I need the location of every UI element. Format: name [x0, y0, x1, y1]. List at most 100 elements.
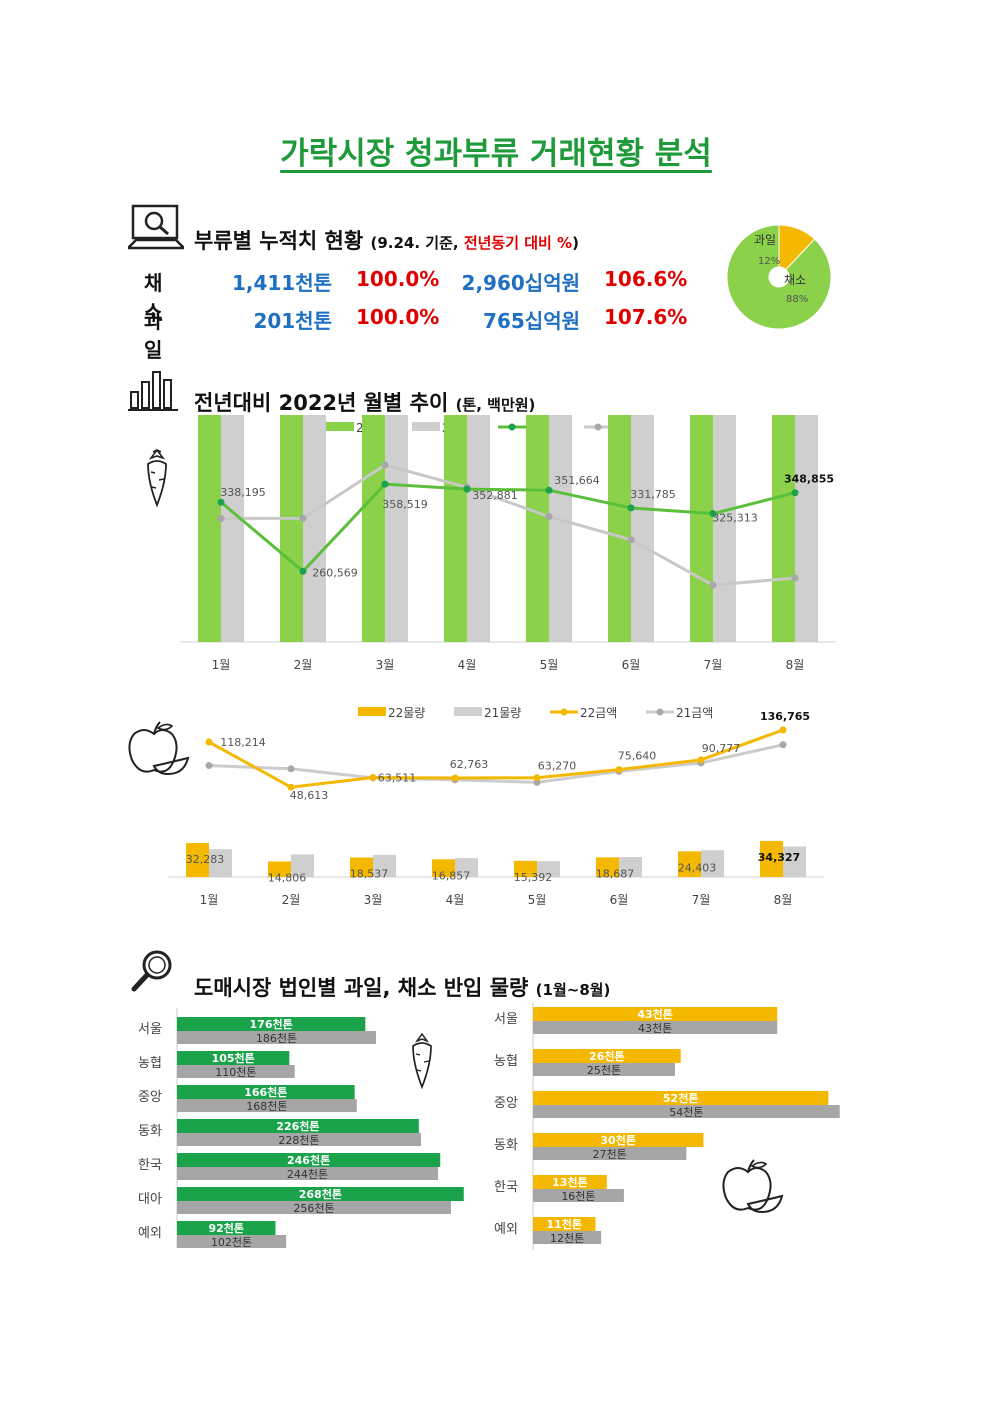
apple-icon — [722, 1159, 784, 1214]
line-value-label: 75,640 — [618, 750, 657, 763]
bar-2022 — [177, 1153, 441, 1167]
bar-value-label: 18,687 — [596, 867, 635, 880]
magnifier-icon — [131, 950, 172, 992]
bar-2022 — [533, 1049, 681, 1063]
series-22-amount-point — [205, 738, 213, 746]
bar-2022-label: 246천톤 — [287, 1153, 330, 1167]
legend-label: 22물량 — [388, 706, 425, 720]
bar-2021-label: 110천톤 — [215, 1065, 256, 1079]
x-tick-label: 8월 — [774, 893, 793, 907]
legend-swatch-dot — [560, 708, 568, 716]
line-value-label: 358,519 — [382, 498, 428, 511]
x-tick-label: 6월 — [622, 658, 641, 672]
x-tick-label: 5월 — [528, 893, 547, 907]
series-21-amount-point — [709, 581, 717, 589]
bar-2022-label: 176천톤 — [250, 1017, 293, 1031]
line-value-label: 331,785 — [630, 488, 676, 501]
bar-2022-label: 30천톤 — [600, 1133, 636, 1147]
stat-amount-pct: 107.6% — [604, 305, 688, 329]
line-value-label: 118,214 — [220, 736, 266, 749]
x-tick-label: 2월 — [294, 658, 313, 672]
bar-2022 — [177, 1119, 419, 1133]
category-label: 한국 — [494, 1180, 518, 1195]
x-tick-label: 2월 — [282, 893, 301, 907]
series-22-amount-point — [615, 766, 623, 774]
bar-chart-icon — [128, 371, 178, 411]
series-22-amount-point — [287, 783, 295, 791]
pie-pct: 12% — [758, 256, 780, 267]
x-tick-label: 4월 — [446, 893, 465, 907]
series-21-amount-point — [779, 741, 787, 749]
x-tick-label: 7월 — [704, 658, 723, 672]
bar-21-volume — [303, 415, 326, 642]
x-tick-label: 6월 — [610, 893, 629, 907]
category-label: 한국 — [138, 1158, 162, 1173]
line-value-label: 351,664 — [554, 474, 600, 487]
bar-22-volume — [608, 415, 631, 642]
section3-heading: 도매시장 법인별 과일, 채소 반입 물량 (1월~8월) — [194, 976, 611, 1000]
category-label: 중앙 — [138, 1090, 162, 1105]
series-21-amount-point — [381, 461, 389, 469]
bar-value-label: 18,537 — [350, 868, 389, 881]
bar-2021 — [177, 1133, 421, 1146]
line-value-label: 63,511 — [378, 772, 417, 785]
legend-swatch — [326, 422, 354, 431]
bar-2021-label: 16천톤 — [561, 1189, 595, 1203]
line-value-label: 348,855 — [784, 473, 834, 486]
bar-2022 — [177, 1085, 355, 1099]
series-21-amount-line — [221, 463, 796, 587]
bar-2021-label: 12천톤 — [550, 1231, 584, 1245]
line-value-label: 48,613 — [290, 789, 329, 802]
bar-2021-label: 228천톤 — [278, 1133, 319, 1147]
bar-21-volume — [385, 415, 408, 642]
bar-22-volume — [526, 415, 549, 642]
bar-21-volume — [455, 858, 478, 877]
bar-22-volume — [362, 415, 385, 642]
bar-2021-label: 186천톤 — [256, 1031, 297, 1045]
bar-2021-label: 54천톤 — [669, 1105, 703, 1119]
series-22-amount-point — [545, 486, 553, 494]
series-21-amount-point — [627, 536, 635, 544]
bar-2022-label: 226천톤 — [276, 1119, 319, 1133]
share-pie-chart: 과일 12% 채소 88% — [726, 224, 832, 330]
legend-swatch-dot — [656, 708, 664, 716]
stat-name: 과일 — [144, 309, 163, 362]
bar-22-volume — [772, 415, 795, 642]
bar-2022-label: 52천톤 — [663, 1091, 699, 1105]
vegetable-monthly-chart: 22물량21물량22금액21금액140,5941월117,4812월160,94… — [180, 415, 836, 672]
stat-volume-pct: 100.0% — [356, 267, 440, 291]
bar-2022-label: 11천톤 — [546, 1217, 582, 1231]
series-21-amount-point — [217, 514, 225, 522]
section2-heading: 전년대비 2022년 월별 추이 (톤, 백만원) — [194, 391, 536, 415]
stat-amount-pct: 106.6% — [604, 267, 688, 291]
pie-label: 채소 — [784, 273, 806, 287]
stat-amount: 2,960십억원 — [461, 271, 580, 295]
series-21-amount-point — [299, 514, 307, 522]
bar-21-volume — [549, 415, 572, 642]
bar-2021-label: 168천톤 — [246, 1099, 287, 1113]
category-label: 대아 — [138, 1192, 162, 1207]
bar-2022-label: 268천톤 — [299, 1187, 342, 1201]
bar-2021-label: 256천톤 — [293, 1201, 334, 1215]
bar-2022 — [177, 1017, 366, 1031]
bar-value-label: 14,806 — [268, 871, 307, 884]
line-value-label: 90,777 — [702, 742, 741, 755]
bar-2022 — [533, 1133, 704, 1147]
legend-swatch — [358, 707, 386, 716]
bar-2022-label: 43천톤 — [637, 1007, 673, 1021]
series-22-amount-point — [779, 726, 787, 734]
bar-2022 — [533, 1217, 596, 1231]
bar-21-volume — [713, 415, 736, 642]
apple-icon — [128, 721, 190, 776]
pie-pct: 88% — [786, 294, 808, 305]
page-title: 가락시장 청과부류 거래현황 분석 — [280, 136, 712, 172]
bar-2021 — [177, 1065, 295, 1078]
bar-2021 — [533, 1105, 840, 1118]
x-tick-label: 1월 — [212, 658, 231, 672]
bar-22-volume — [678, 851, 701, 877]
bar-2021 — [177, 1099, 357, 1112]
bar-2022 — [177, 1221, 276, 1235]
bar-2021-label: 25천톤 — [587, 1063, 621, 1077]
bar-22-volume — [514, 860, 537, 877]
